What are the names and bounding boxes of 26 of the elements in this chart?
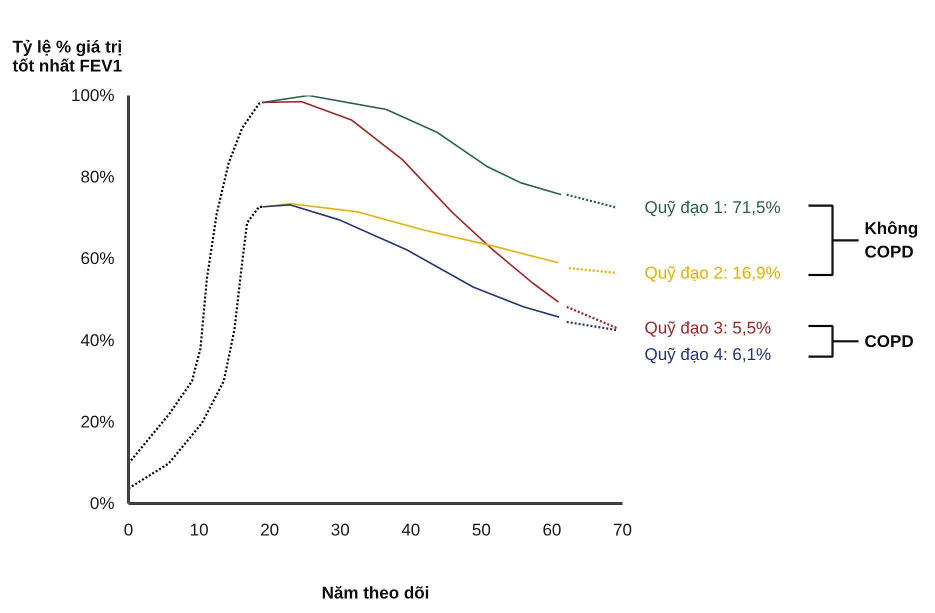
- x-axis-title: Năm theo dõi: [322, 584, 430, 602]
- y-tick-label: 100%: [71, 86, 115, 105]
- y-tick-label: 40%: [80, 330, 115, 350]
- line-series: [262, 204, 560, 318]
- x-tick-label: 10: [190, 520, 209, 540]
- line-series: [128, 206, 264, 490]
- series-label: Quỹ đạo 4: 6,1%: [644, 345, 772, 364]
- y-tick-label: 0%: [90, 494, 115, 513]
- x-tick-label: 20: [260, 520, 280, 540]
- series-label: Quỹ đạo 1: 71,5%: [644, 198, 781, 218]
- line-series: [128, 101, 264, 465]
- line-series: [262, 100, 560, 303]
- y-tick-label: 20%: [80, 412, 115, 432]
- text: COPD: [864, 332, 914, 351]
- x-tick-label: 30: [330, 520, 350, 540]
- series-label: Quỹ đạo 3: 5,5%: [644, 318, 772, 338]
- text: Không COPD: [864, 218, 918, 262]
- x-tick-label: 50: [472, 520, 491, 540]
- x-tick-label: 70: [613, 520, 632, 540]
- y-tick-label: 60%: [80, 249, 115, 268]
- series-label: Quỹ đạo 2: 16,9%: [644, 263, 781, 282]
- y-axis-title: Tỷ lệ % giá trị tốt nhất FEV1: [12, 38, 122, 76]
- x-tick-label: 40: [401, 520, 420, 540]
- x-tick-label: 60: [542, 520, 562, 540]
- x-tick-label: 0: [124, 520, 134, 540]
- y-tick-label: 80%: [80, 168, 115, 187]
